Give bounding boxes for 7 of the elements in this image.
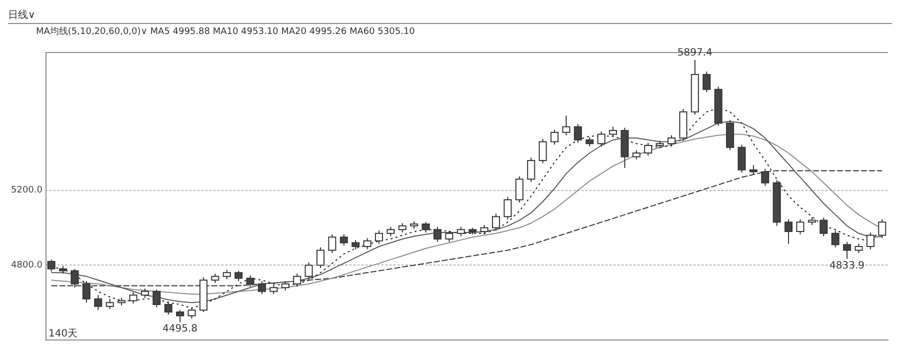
y-tick-label: 5200.0 <box>10 186 43 196</box>
annotation: 4833.9 <box>830 260 865 272</box>
annotation: 140天 <box>48 328 78 340</box>
y-tick-label: 4800.0 <box>10 260 43 271</box>
chart-title: 日线∨ <box>8 8 892 24</box>
chart-subtitle: MA均线(5,10,20,60,0,0)∨ MA5 4995.88 MA10 4953.10 MA20 4995.26 MA60 5305.10 <box>35 26 416 38</box>
annotation: 4495.8 <box>162 324 198 335</box>
